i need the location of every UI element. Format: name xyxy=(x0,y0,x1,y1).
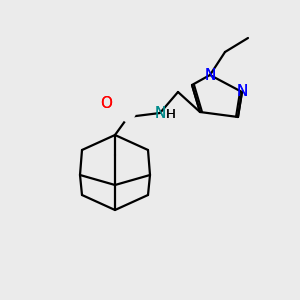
Text: H: H xyxy=(166,107,176,121)
Text: N: N xyxy=(236,85,248,100)
Text: H: H xyxy=(166,107,176,121)
Text: O: O xyxy=(100,97,112,112)
Text: N: N xyxy=(204,68,216,82)
Text: N: N xyxy=(236,85,248,100)
Text: N: N xyxy=(154,106,166,121)
Text: N: N xyxy=(154,106,166,121)
Text: N: N xyxy=(204,68,216,82)
Text: O: O xyxy=(100,97,112,112)
